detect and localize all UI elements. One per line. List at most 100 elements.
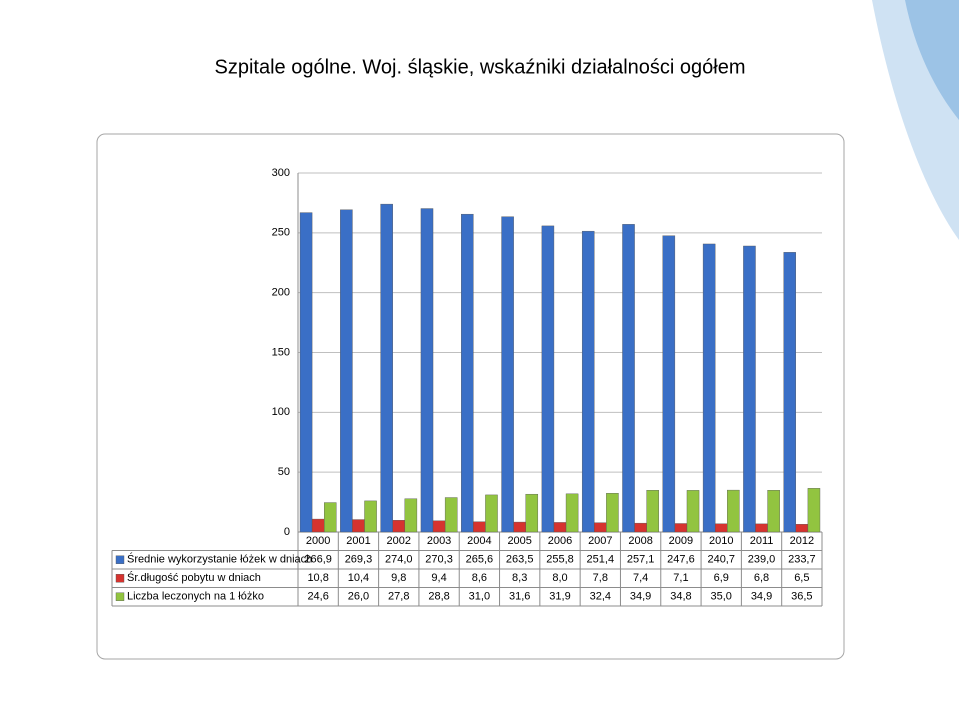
bar	[525, 493, 539, 533]
bar	[662, 235, 676, 533]
x-tick-label: 2012	[790, 535, 814, 547]
value-label: 31,0	[469, 591, 490, 603]
bar	[581, 230, 595, 533]
value-label: 10,4	[348, 572, 369, 584]
chart-title: Szpitale ogólne. Woj. śląskie, wskaźniki…	[215, 56, 746, 78]
value-label: 233,7	[788, 554, 816, 566]
bar	[622, 224, 635, 533]
x-tick-label: 2005	[507, 535, 531, 547]
legend-label: Śr.długość pobytu w dniach	[127, 571, 261, 584]
value-label: 9,4	[431, 572, 446, 584]
bar	[727, 489, 740, 533]
bar	[553, 522, 567, 533]
x-tick-label: 2000	[306, 535, 330, 547]
bar	[473, 521, 486, 533]
bar	[364, 500, 377, 533]
bar	[807, 488, 821, 533]
x-tick-label: 2002	[387, 535, 411, 547]
value-label: 274,0	[385, 554, 413, 566]
legend-label: Liczba leczonych na 1 łóżko	[127, 591, 264, 603]
value-label: 10,8	[307, 572, 328, 584]
bar	[594, 522, 607, 533]
value-label: 270,3	[425, 554, 453, 566]
x-tick-label: 2009	[669, 535, 693, 547]
bar	[565, 493, 579, 533]
bar	[755, 523, 768, 533]
bar	[541, 225, 555, 533]
bar	[606, 493, 619, 533]
bar	[702, 243, 716, 533]
value-label: 266,9	[304, 554, 332, 566]
value-label: 7,1	[673, 572, 688, 584]
x-tick-label: 2007	[588, 535, 612, 547]
bar	[783, 252, 797, 533]
value-label: 24,6	[307, 591, 328, 603]
value-label: 251,4	[587, 554, 615, 566]
value-label: 26,0	[348, 591, 369, 603]
value-label: 8,6	[472, 572, 487, 584]
bar	[352, 519, 365, 533]
x-tick-label: 2003	[427, 535, 451, 547]
decoration	[905, 0, 959, 120]
value-label: 34,9	[751, 591, 772, 603]
bar	[646, 490, 659, 533]
bar	[444, 497, 458, 533]
bar	[714, 523, 728, 533]
bar	[299, 212, 313, 533]
value-label: 269,3	[345, 554, 373, 566]
value-label: 7,4	[633, 572, 648, 584]
value-label: 32,4	[590, 591, 611, 603]
x-tick-label: 2006	[548, 535, 572, 547]
value-label: 6,8	[754, 572, 769, 584]
value-label: 35,0	[711, 591, 732, 603]
value-label: 6,9	[714, 572, 729, 584]
x-tick-label: 2001	[346, 535, 370, 547]
bar	[324, 502, 337, 533]
value-label: 263,5	[506, 554, 534, 566]
value-label: 31,6	[509, 591, 530, 603]
legend-swatch	[115, 574, 125, 583]
value-label: 240,7	[707, 554, 735, 566]
legend-label: Średnie wykorzystanie łóżek w dniach	[127, 553, 312, 566]
bar	[743, 245, 756, 533]
legend-swatch	[115, 592, 125, 601]
y-tick-label: 50	[278, 466, 290, 478]
bar	[795, 524, 809, 533]
bar	[392, 520, 406, 533]
value-label: 257,1	[627, 554, 655, 566]
x-tick-label: 2004	[467, 535, 491, 547]
value-label: 36,5	[791, 591, 812, 603]
bar	[432, 520, 446, 533]
bar	[404, 498, 418, 533]
value-label: 8,3	[512, 572, 527, 584]
x-tick-label: 2011	[750, 535, 774, 547]
bar	[461, 213, 474, 533]
value-label: 27,8	[388, 591, 409, 603]
bar	[767, 490, 780, 533]
value-label: 255,8	[546, 554, 574, 566]
value-label: 34,9	[630, 591, 651, 603]
bar	[311, 518, 325, 533]
value-label: 6,5	[794, 572, 809, 584]
legend-swatch	[115, 555, 125, 564]
y-tick-label: 300	[272, 167, 290, 179]
y-tick-label: 250	[272, 227, 290, 239]
bar	[380, 203, 393, 533]
value-label: 239,0	[748, 554, 776, 566]
value-label: 7,8	[593, 572, 608, 584]
bar	[513, 521, 526, 533]
value-label: 8,0	[552, 572, 567, 584]
bar	[420, 208, 434, 533]
y-tick-label: 100	[272, 406, 290, 418]
bar	[501, 216, 514, 533]
value-label: 34,8	[670, 591, 691, 603]
bar	[340, 209, 353, 533]
x-tick-label: 2010	[709, 535, 733, 547]
value-label: 265,6	[466, 554, 494, 566]
value-label: 31,9	[549, 591, 570, 603]
x-tick-label: 2008	[628, 535, 652, 547]
bar	[634, 522, 647, 533]
bar	[686, 490, 700, 533]
bar	[485, 494, 498, 533]
